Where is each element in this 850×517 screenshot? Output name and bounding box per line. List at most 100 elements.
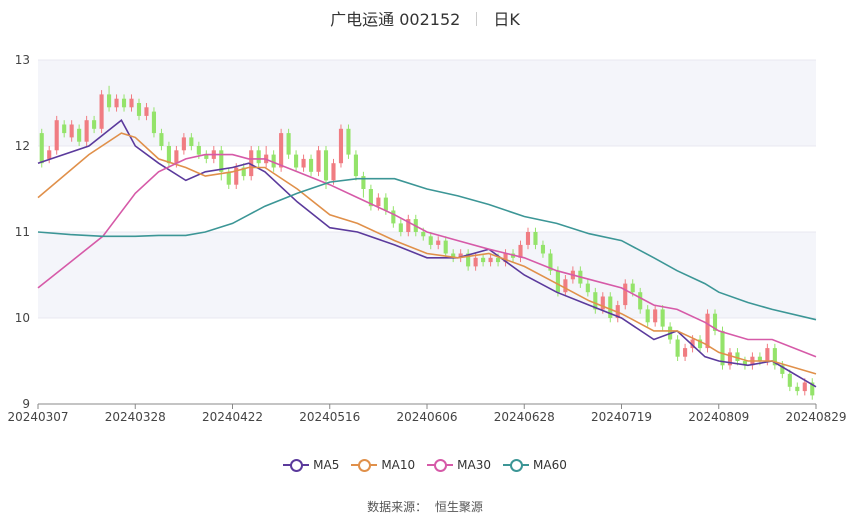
candle-body xyxy=(174,150,179,164)
candle-body xyxy=(675,339,680,357)
candle-body xyxy=(585,283,590,293)
series-line-ma60 xyxy=(37,177,817,321)
candle-body xyxy=(787,373,792,387)
candle-body xyxy=(757,356,762,361)
candle-body xyxy=(563,279,568,293)
candle-body xyxy=(338,128,344,164)
series-line-ma5 xyxy=(37,118,817,388)
candle-body xyxy=(196,146,201,155)
candle-body xyxy=(645,309,650,323)
candle-body xyxy=(271,154,276,168)
candle-body xyxy=(151,111,157,134)
candle-body xyxy=(84,120,89,142)
legend-marker xyxy=(503,458,530,472)
candle-body xyxy=(466,253,471,267)
legend-item-ma5[interactable]: MA5 xyxy=(283,458,339,472)
candle-body xyxy=(159,133,164,146)
candle-body xyxy=(92,120,97,129)
candle-body xyxy=(772,348,777,366)
candle-body xyxy=(780,365,785,374)
chart-header: 广电运通 002152 日K xyxy=(0,6,850,30)
y-tick-label: 12 xyxy=(15,139,30,153)
candle-body xyxy=(54,120,59,151)
source-value: 恒生聚源 xyxy=(434,500,483,514)
candle-body xyxy=(39,133,44,164)
candle-body xyxy=(279,133,284,168)
candle-body xyxy=(533,232,538,245)
grid-band xyxy=(38,60,816,146)
candle-body xyxy=(742,361,747,366)
candle-body xyxy=(286,133,291,155)
series-line-ma30 xyxy=(37,153,817,358)
candle-body xyxy=(765,348,770,361)
candle-body xyxy=(353,154,358,177)
y-tick-label: 10 xyxy=(15,311,30,325)
candle-body xyxy=(525,232,531,245)
candle-body xyxy=(316,150,321,172)
candle-body xyxy=(144,107,149,116)
candle-body xyxy=(47,150,52,159)
candle-body xyxy=(398,223,403,232)
candle-body xyxy=(383,197,388,211)
candle-body xyxy=(249,150,254,177)
y-tick-label: 9 xyxy=(22,397,30,411)
candle-body xyxy=(555,270,560,293)
candle-body xyxy=(593,292,598,310)
candle-body xyxy=(660,309,665,327)
period-label[interactable]: 日K xyxy=(493,10,520,29)
candle-body xyxy=(548,253,553,271)
x-tick-label: 20240422 xyxy=(202,410,263,424)
candle-body xyxy=(301,158,306,168)
candle-body xyxy=(630,283,635,293)
y-tick-label: 13 xyxy=(15,53,30,67)
candle-body xyxy=(166,146,171,164)
x-tick-label: 20240809 xyxy=(688,410,749,424)
candle-body xyxy=(451,253,456,258)
candle-body xyxy=(294,154,299,168)
candle-body xyxy=(810,382,815,396)
source-label: 数据来源： xyxy=(367,500,428,514)
candle-body xyxy=(226,171,231,185)
legend-label: MA30 xyxy=(457,458,492,472)
x-tick-label: 20240719 xyxy=(591,410,652,424)
x-tick-label: 20240829 xyxy=(785,410,846,424)
candle-body xyxy=(99,94,104,129)
candle-body xyxy=(129,98,134,108)
candle-body xyxy=(69,124,74,138)
grid-band xyxy=(38,232,816,318)
candle-body xyxy=(361,176,366,189)
legend-item-ma30[interactable]: MA30 xyxy=(427,458,491,472)
candle-body xyxy=(107,94,112,108)
legend-label: MA5 xyxy=(313,458,340,472)
legend-marker xyxy=(283,458,310,472)
candle-body xyxy=(368,189,373,207)
candle-body xyxy=(391,210,396,224)
x-tick-label: 20240307 xyxy=(7,410,68,424)
x-tick-label: 20240328 xyxy=(105,410,166,424)
candle-body xyxy=(62,124,67,134)
candle-body xyxy=(181,137,186,151)
candle-body xyxy=(735,352,740,361)
candle-body xyxy=(121,98,127,108)
candle-body xyxy=(488,257,493,263)
legend-item-ma60[interactable]: MA60 xyxy=(503,458,567,472)
candle-body xyxy=(473,257,478,267)
legend-label: MA60 xyxy=(533,458,567,472)
candle-body xyxy=(683,348,688,357)
candle-body xyxy=(540,244,546,254)
candle-body xyxy=(241,167,246,177)
candle-body xyxy=(308,158,314,172)
legend-marker xyxy=(427,458,454,472)
x-tick-label: 20240516 xyxy=(299,410,360,424)
legend-item-ma10[interactable]: MA10 xyxy=(351,458,415,472)
candle-body xyxy=(114,98,119,108)
x-tick-label: 20240606 xyxy=(396,410,457,424)
candle-body xyxy=(428,236,433,245)
candle-body xyxy=(458,253,463,258)
candle-body xyxy=(234,167,239,185)
candle-body xyxy=(518,244,523,258)
candle-body xyxy=(443,240,448,254)
candle-body xyxy=(705,313,710,349)
x-tick-label: 20240628 xyxy=(494,410,555,424)
candle-body xyxy=(323,150,329,181)
